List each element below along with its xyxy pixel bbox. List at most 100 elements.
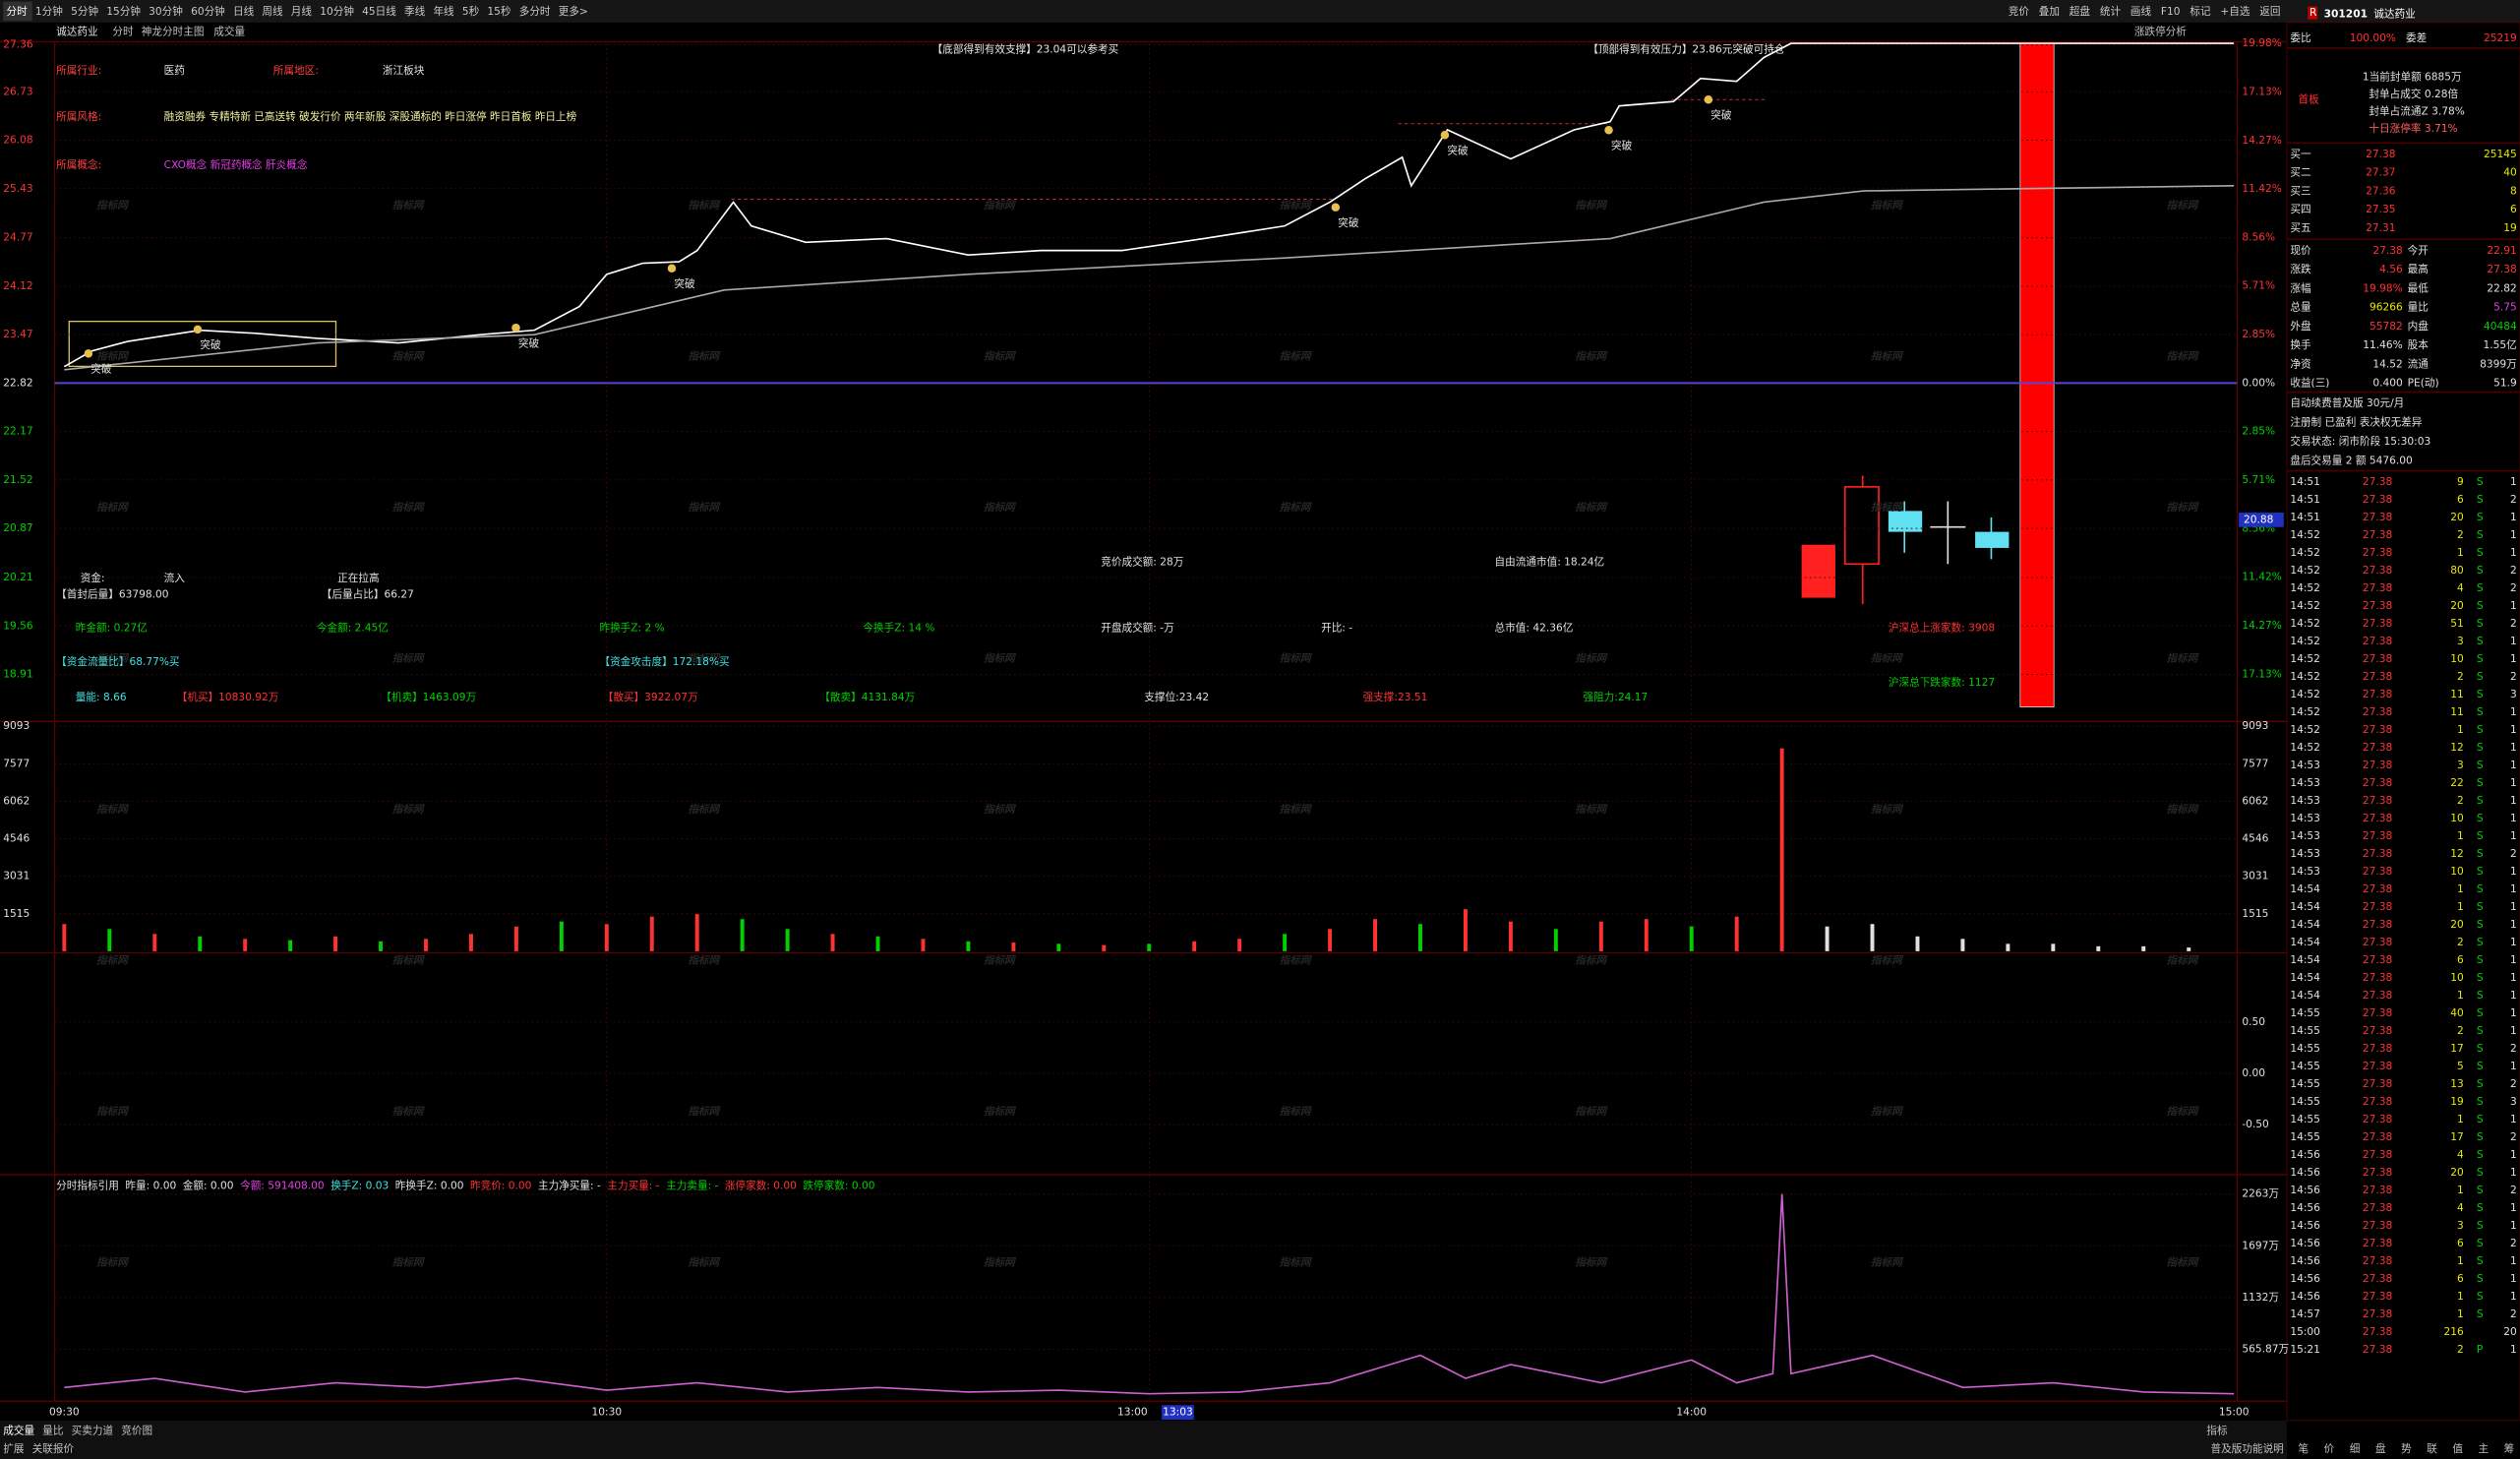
toolbar-button[interactable]: 叠加 xyxy=(2039,5,2060,18)
info-text: 自由流通市值: 18.24亿 xyxy=(1495,556,1605,569)
indicator-header: 跌停家数: 0.00 xyxy=(803,1179,874,1191)
trade-side: S xyxy=(2477,1254,2484,1267)
watermark: 指标网 xyxy=(1280,1105,1313,1118)
toolbar-button[interactable]: 标记 xyxy=(2190,5,2211,18)
trade-count: 1 xyxy=(2510,741,2517,754)
chart-header[interactable]: 分时 xyxy=(112,26,134,38)
bottom-tab[interactable]: 扩展 xyxy=(3,1442,25,1455)
sector-value: CXO概念 新冠药概念 肝炎概念 xyxy=(164,158,308,171)
info-text: 资金: xyxy=(81,572,105,584)
trade-volume: 4 xyxy=(2457,1201,2464,1214)
trade-time: 14:51 xyxy=(2290,493,2320,506)
trade-price: 27.38 xyxy=(2363,493,2393,506)
toolbar-tab[interactable]: 10分钟 xyxy=(320,5,354,18)
side-tab[interactable]: 联 xyxy=(2427,1442,2437,1455)
watermark: 指标网 xyxy=(2167,652,2200,665)
trade-price: 27.38 xyxy=(2363,1343,2393,1356)
toolbar-tab[interactable]: 1分钟 xyxy=(35,5,63,18)
trade-volume: 6 xyxy=(2457,1237,2464,1249)
trade-price: 27.38 xyxy=(2363,1024,2393,1037)
side-tab[interactable]: 笔 xyxy=(2299,1442,2310,1455)
trade-count: 1 xyxy=(2510,1201,2517,1214)
toolbar-tab[interactable]: 30分钟 xyxy=(149,5,183,18)
watermark: 指标网 xyxy=(2167,1256,2200,1269)
trade-count: 1 xyxy=(2510,865,2517,878)
toolbar-tab[interactable]: 年线 xyxy=(433,5,454,18)
side-tab[interactable]: 主 xyxy=(2479,1442,2490,1455)
trade-side: S xyxy=(2477,528,2484,541)
toolbar-button[interactable]: F10 xyxy=(2161,5,2181,18)
bottom-tab[interactable]: 关联报价 xyxy=(32,1442,75,1455)
trade-time: 14:51 xyxy=(2290,511,2320,523)
note: 注册制 已盈利 表决权无差异 xyxy=(2290,416,2422,429)
side-tab[interactable]: 值 xyxy=(2452,1442,2463,1455)
trade-price: 27.38 xyxy=(2363,1113,2393,1125)
side-tab[interactable]: 盘 xyxy=(2375,1442,2386,1455)
bottom-tab[interactable]: 量比 xyxy=(42,1424,63,1436)
watermark: 指标网 xyxy=(688,652,721,665)
toolbar-tab[interactable]: 15秒 xyxy=(487,5,511,18)
toolbar-button[interactable]: 竞价 xyxy=(2009,5,2030,18)
trade-volume: 3 xyxy=(2457,759,2464,771)
trade-volume: 10 xyxy=(2450,865,2464,878)
chart-header[interactable]: 神龙分时主图 xyxy=(142,26,205,38)
trade-price: 27.38 xyxy=(2363,635,2393,647)
watermark: 指标网 xyxy=(688,199,721,212)
stat-label: 量比 xyxy=(2408,301,2429,314)
trade-time: 14:52 xyxy=(2290,617,2320,630)
stat-label: 内盘 xyxy=(2408,320,2430,333)
watermark: 指标网 xyxy=(392,652,426,665)
volume-bar xyxy=(921,939,926,951)
toolbar-tab[interactable]: 5秒 xyxy=(462,5,480,18)
y2-tick-label: 14.27% xyxy=(2242,619,2281,632)
trade-price: 27.38 xyxy=(2363,989,2393,1002)
indicator-header: 昨换手Z: 0.00 xyxy=(395,1179,464,1191)
toolbar-button[interactable]: 返回 xyxy=(2259,5,2280,18)
help-link[interactable]: 普及版功能说明 xyxy=(2211,1442,2284,1455)
toolbar-tab[interactable]: 月线 xyxy=(291,5,313,18)
toolbar-tab[interactable]: 季线 xyxy=(404,5,426,18)
trade-volume: 1 xyxy=(2457,829,2464,842)
bottom-tab[interactable]: 成交量 xyxy=(3,1424,34,1436)
toolbar-tab[interactable]: 60分钟 xyxy=(191,5,225,18)
side-tab[interactable]: 势 xyxy=(2401,1442,2412,1455)
toolbar-tab[interactable]: 日线 xyxy=(233,5,255,18)
side-tab[interactable]: 筹 xyxy=(2504,1442,2515,1455)
bottom-tab[interactable]: 买卖力道 xyxy=(72,1424,114,1436)
toolbar-tab[interactable]: 更多> xyxy=(559,5,588,18)
trade-volume: 3 xyxy=(2457,1219,2464,1232)
y-tick-label: 21.52 xyxy=(3,473,32,486)
tag: 首板 xyxy=(2299,92,2320,105)
trade-time: 14:52 xyxy=(2290,635,2320,647)
trade-time: 14:52 xyxy=(2290,546,2320,559)
trade-count: 2 xyxy=(2510,581,2517,594)
indicator-header: 主力买量: - xyxy=(607,1179,659,1191)
bottom-tab[interactable]: 竞价图 xyxy=(121,1424,152,1436)
chart-header[interactable]: 成交量 xyxy=(213,26,245,38)
indicator-button[interactable]: 指标 xyxy=(2206,1424,2228,1436)
toolbar-tab[interactable]: 15分钟 xyxy=(106,5,141,18)
toolbar-tab[interactable]: 分时 xyxy=(7,5,29,18)
toolbar-tab[interactable]: 周线 xyxy=(262,5,283,18)
side-tab[interactable]: 细 xyxy=(2350,1442,2361,1455)
watermark: 指标网 xyxy=(984,199,1017,212)
trade-time: 14:54 xyxy=(2290,918,2320,931)
trade-volume: 17 xyxy=(2450,1042,2464,1055)
side-tab[interactable]: 价 xyxy=(2324,1442,2335,1455)
toolbar-button[interactable]: 统计 xyxy=(2100,5,2122,18)
trade-side: S xyxy=(2477,794,2484,807)
watermark: 指标网 xyxy=(2167,954,2200,967)
trade-count: 1 xyxy=(2510,1148,2517,1161)
toolbar-button[interactable]: 画线 xyxy=(2130,5,2152,18)
toolbar-tab[interactable]: 45日线 xyxy=(362,5,396,18)
stat-label: 净资 xyxy=(2290,357,2311,370)
trade-volume: 1 xyxy=(2457,723,2464,736)
toolbar-button[interactable]: 超盘 xyxy=(2070,5,2091,18)
toolbar-button[interactable]: +自选 xyxy=(2220,5,2250,18)
trade-price: 27.38 xyxy=(2363,1325,2393,1338)
trade-side: S xyxy=(2477,1148,2484,1161)
toolbar-tab[interactable]: 5分钟 xyxy=(71,5,98,18)
toolbar-tab[interactable]: 多分时 xyxy=(519,5,551,18)
trade-time: 14:55 xyxy=(2290,1042,2320,1055)
analysis-link[interactable]: 涨跌停分析 xyxy=(2134,26,2187,38)
